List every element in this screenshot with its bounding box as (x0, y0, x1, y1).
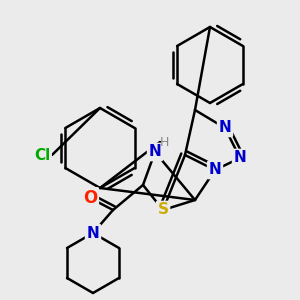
Text: N: N (87, 226, 99, 241)
Text: Cl: Cl (34, 148, 50, 163)
Text: N: N (234, 151, 246, 166)
Text: S: S (158, 202, 169, 217)
Text: N: N (219, 121, 231, 136)
Text: H: H (159, 136, 169, 149)
Text: N: N (148, 145, 161, 160)
Text: N: N (208, 163, 221, 178)
Text: O: O (83, 189, 97, 207)
